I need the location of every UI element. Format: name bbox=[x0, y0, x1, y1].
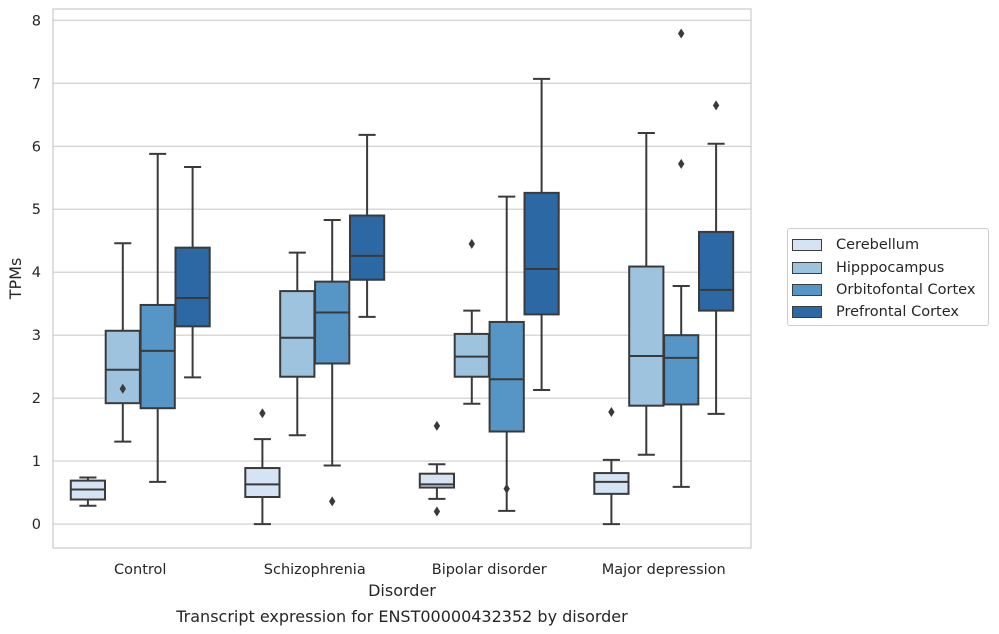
iqr-box bbox=[348, 214, 386, 281]
iqr-box bbox=[697, 230, 735, 312]
y-tick-label: 0 bbox=[32, 517, 41, 533]
iqr-box bbox=[314, 280, 351, 365]
iqr-box bbox=[453, 332, 490, 378]
box-hipppocampus-major-depression bbox=[628, 132, 665, 456]
x-tick-label: Major depression bbox=[602, 562, 726, 578]
box-orbitofontal-cortex-schizophrenia bbox=[314, 218, 351, 507]
legend-item-cerebellum: Cerebellum bbox=[792, 235, 919, 255]
legend-label-prefrontal-cortex: Prefrontal Cortex bbox=[836, 304, 959, 320]
box-orbitofontal-cortex-major-depression bbox=[663, 28, 700, 488]
legend-swatch-prefrontal-cortex bbox=[792, 306, 822, 318]
iqr-box bbox=[139, 303, 176, 410]
iqr-box bbox=[418, 472, 456, 489]
box-hipppocampus-schizophrenia bbox=[279, 251, 316, 437]
box-cerebellum-control bbox=[69, 476, 107, 507]
y-tick-label: 8 bbox=[32, 13, 41, 29]
iqr-box bbox=[593, 472, 630, 495]
x-axis-label: Disorder bbox=[368, 581, 436, 600]
box-orbitofontal-cortex-control bbox=[139, 152, 176, 483]
outlier-point bbox=[678, 28, 685, 39]
y-tick-label: 7 bbox=[32, 76, 41, 92]
legend-item-orbitofrontal-cortex: Orbitofontal Cortex bbox=[792, 280, 975, 300]
iqr-box bbox=[663, 334, 700, 406]
box-orbitofontal-cortex-bipolar-disorder bbox=[488, 195, 525, 512]
y-tick-labels: 0 1 2 3 4 5 6 7 8 bbox=[32, 13, 41, 533]
y-tick-label: 3 bbox=[32, 328, 41, 344]
outlier-point bbox=[608, 406, 615, 417]
box-prefrontal-cortex-bipolar-disorder bbox=[523, 77, 560, 391]
outlier-point bbox=[712, 100, 720, 111]
y-tick-label: 5 bbox=[32, 202, 41, 218]
outlier-point bbox=[119, 383, 126, 394]
outlier-point bbox=[503, 483, 510, 494]
outlier-point bbox=[468, 238, 475, 249]
y-tick-label: 1 bbox=[32, 454, 41, 470]
outlier-point bbox=[678, 158, 685, 169]
iqr-box bbox=[244, 467, 281, 498]
iqr-box bbox=[523, 191, 560, 316]
iqr-box bbox=[279, 290, 316, 378]
legend-swatch-orbitofrontal-cortex bbox=[792, 284, 822, 296]
legend: Cerebellum Hipppocampus Orbitofontal Cor… bbox=[787, 228, 989, 326]
x-tick-labels: Control Schizophrenia Bipolar disorder Majo… bbox=[114, 562, 726, 578]
outlier-point bbox=[433, 506, 441, 517]
legend-label-cerebellum: Cerebellum bbox=[836, 237, 920, 253]
iqr-box bbox=[174, 246, 211, 328]
legend-item-prefrontal-cortex: Prefrontal Cortex bbox=[792, 302, 959, 322]
iqr-box bbox=[488, 320, 525, 433]
y-axis-label: TPMs bbox=[6, 258, 25, 301]
y-tick-label: 6 bbox=[32, 139, 41, 155]
y-tick-label: 4 bbox=[32, 265, 41, 281]
legend-label-hippocampus: Hipppocampus bbox=[836, 260, 945, 276]
legend-swatch-cerebellum bbox=[792, 239, 822, 251]
x-tick-label: Control bbox=[114, 562, 166, 578]
plot-border bbox=[52, 8, 752, 549]
box-series-group bbox=[69, 28, 735, 526]
legend-item-hippocampus: Hipppocampus bbox=[792, 258, 944, 278]
box-cerebellum-schizophrenia bbox=[244, 408, 281, 526]
box-cerebellum-major-depression bbox=[593, 406, 630, 526]
x-tick-label: Schizophrenia bbox=[264, 562, 366, 578]
box-prefrontal-cortex-control bbox=[174, 166, 211, 379]
box-prefrontal-cortex-schizophrenia bbox=[348, 133, 386, 318]
outlier-point bbox=[433, 420, 441, 431]
figure-caption: Transcript expression for ENST0000043235… bbox=[176, 607, 628, 626]
box-prefrontal-cortex-major-depression bbox=[697, 100, 735, 415]
legend-swatch-hippocampus bbox=[792, 262, 822, 274]
y-tick-label: 2 bbox=[32, 391, 41, 407]
iqr-box bbox=[628, 265, 665, 407]
box-hipppocampus-control bbox=[104, 242, 141, 443]
x-tick-label: Bipolar disorder bbox=[432, 562, 547, 578]
box-hipppocampus-bipolar-disorder bbox=[453, 238, 490, 405]
legend-label-orbitofrontal-cortex: Orbitofontal Cortex bbox=[836, 282, 976, 298]
box-cerebellum-bipolar-disorder bbox=[418, 420, 456, 517]
outlier-point bbox=[259, 408, 266, 419]
outlier-point bbox=[329, 496, 336, 507]
